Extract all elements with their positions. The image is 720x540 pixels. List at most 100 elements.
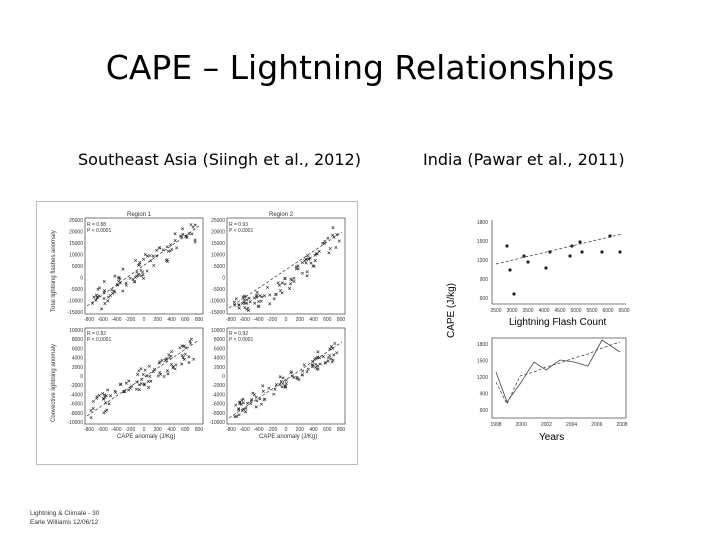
scatter-point <box>290 370 294 374</box>
scatter-point <box>139 268 143 272</box>
scatter-point <box>244 406 248 410</box>
scatter-point <box>284 382 288 386</box>
india-scatter-point <box>578 240 582 244</box>
scatter-point <box>316 364 320 368</box>
scatter-point <box>180 353 184 357</box>
stat-r-2: R = 0.93 <box>229 222 248 228</box>
scatter-point <box>323 239 327 243</box>
tick-label: 1500 <box>477 239 488 245</box>
scatter-point <box>281 376 285 380</box>
tick-label: 2000 <box>214 365 225 371</box>
scatter-point <box>243 306 247 310</box>
scatter-point <box>158 360 162 364</box>
scatter-point <box>240 409 244 413</box>
tick-label: 200 <box>154 427 163 433</box>
tick-label: -200 <box>267 427 277 433</box>
scatter-point <box>305 270 309 274</box>
scatter-point <box>149 259 153 263</box>
scatter-point <box>121 289 125 293</box>
scatter-point <box>328 347 332 351</box>
scatter-point <box>173 367 177 371</box>
scatter-point <box>241 401 245 405</box>
scatter-point <box>289 282 293 286</box>
tick-label: 25000 <box>211 218 225 224</box>
scatter-point <box>234 297 238 301</box>
scatter-point <box>250 398 254 402</box>
scatter-point <box>128 276 132 280</box>
india-scatter-point <box>544 266 548 270</box>
tick-label: 600 <box>480 296 489 302</box>
scatter-point <box>266 285 270 289</box>
scatter-point <box>119 382 123 386</box>
scatter-point <box>107 402 111 406</box>
scatter-point <box>137 272 141 276</box>
scatter-point <box>238 402 242 406</box>
scatter-point <box>278 375 282 379</box>
tick-label: 4000 <box>538 308 549 314</box>
tick-label: 1800 <box>477 342 488 348</box>
tick-label: 1200 <box>477 258 488 264</box>
scatter-point <box>151 254 155 258</box>
scatter-point <box>255 295 259 299</box>
scatter-point <box>189 223 193 227</box>
scatter-point <box>308 256 312 260</box>
tick-label: 5500 <box>586 308 597 314</box>
tick-label: -200 <box>267 317 277 323</box>
scatter-point <box>117 275 121 279</box>
scatter-point <box>259 299 263 303</box>
scatter-point <box>248 300 252 304</box>
tick-label: 900 <box>480 277 489 283</box>
india-scatter-point <box>526 260 530 264</box>
scatter-point <box>267 386 271 390</box>
scatter-point <box>180 362 184 366</box>
scatter-point <box>258 294 262 298</box>
scatter-point <box>337 239 341 243</box>
scatter-point <box>322 242 326 246</box>
tick-label: 0 <box>143 317 146 323</box>
tick-label: -400 <box>111 317 121 323</box>
tick-label: 6000 <box>602 308 613 314</box>
scatter-point <box>278 383 282 387</box>
tick-label: 15000 <box>211 241 225 247</box>
tick-label: -8000 <box>70 411 83 417</box>
tick-label: 15000 <box>69 241 83 247</box>
scatter-point <box>155 254 159 258</box>
scatter-point <box>331 226 335 230</box>
scatter-point <box>244 410 248 414</box>
tick-label: -10000 <box>67 299 83 305</box>
scatter-point <box>143 253 147 257</box>
scatter-point <box>328 246 332 251</box>
tick-label: -5000 <box>212 287 225 293</box>
tick-label: 20000 <box>69 230 83 236</box>
scatter-point <box>97 294 101 298</box>
scatter-point <box>247 296 251 300</box>
scatter-point <box>153 367 157 371</box>
tick-label: 200 <box>296 427 305 433</box>
cape-y-axis-label: CAPE (J/kg) <box>446 282 457 338</box>
tick-label: -10000 <box>67 420 83 426</box>
scatter-point <box>328 353 332 357</box>
india-scatter-point <box>512 292 516 296</box>
india-scatter-point <box>548 250 552 254</box>
scatter-point <box>162 374 166 378</box>
scatter-point <box>145 254 149 258</box>
tick-label: 2004 <box>566 422 577 428</box>
scatter-point <box>102 397 106 401</box>
scatter-point <box>327 251 331 255</box>
scatter-point <box>127 388 131 392</box>
tick-label: -400 <box>253 427 263 433</box>
scatter-point <box>173 238 177 242</box>
scatter-point <box>237 306 241 310</box>
scatter-point <box>124 381 128 385</box>
scatter-point <box>258 397 262 401</box>
tick-label: 20000 <box>211 230 225 236</box>
scatter-point <box>245 301 249 305</box>
scatter-point <box>279 379 283 383</box>
scatter-point <box>259 402 263 406</box>
scatter-point <box>190 232 194 236</box>
scatter-point <box>97 286 101 290</box>
tick-label: 1200 <box>477 375 488 381</box>
scatter-point <box>335 351 339 355</box>
scatter-point <box>312 264 316 268</box>
scatter-point <box>182 357 186 361</box>
